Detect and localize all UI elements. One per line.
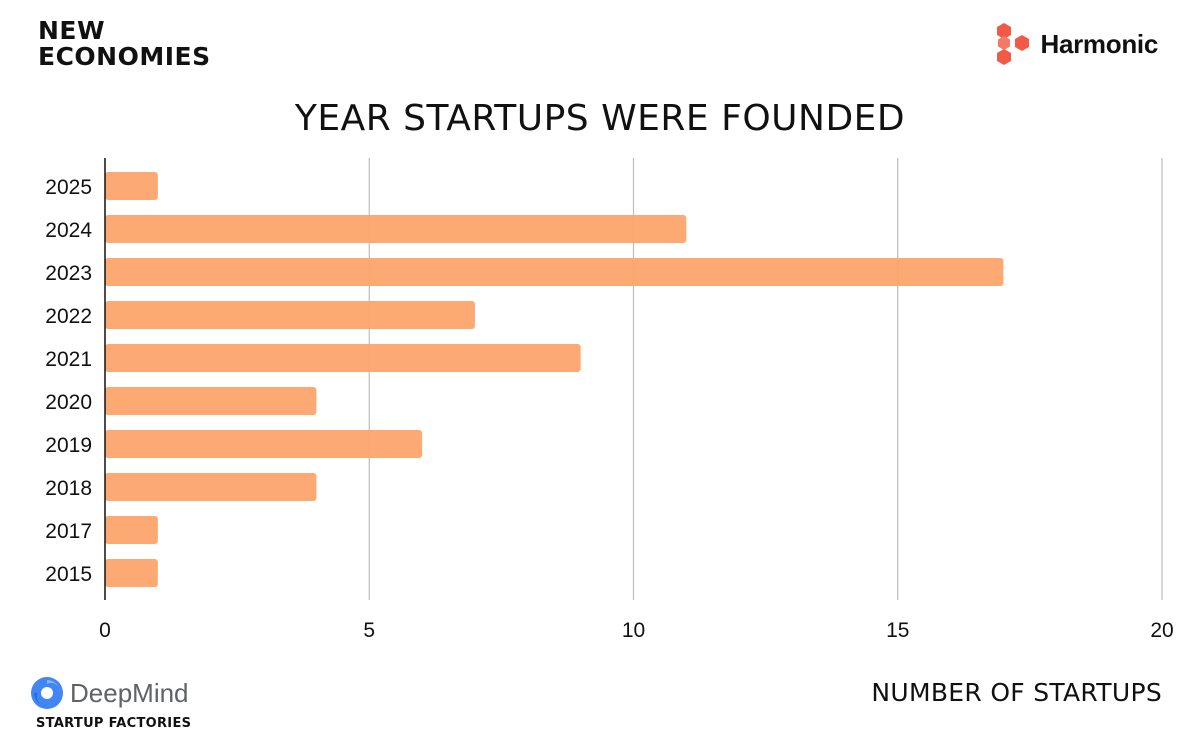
x-tick-label: 10 (622, 619, 645, 642)
new-economies-logo: NEW ECONOMIES (38, 18, 211, 70)
bar (105, 215, 687, 243)
bar (105, 516, 158, 544)
y-tick-label: 2018 (45, 477, 92, 500)
deepmind-logo-text: DeepMind (70, 677, 189, 708)
bar (105, 344, 581, 372)
brand-line-2: ECONOMIES (38, 42, 211, 71)
hexagon-cluster-icon (997, 23, 1030, 65)
x-tick-label: 0 (99, 619, 111, 642)
bar (105, 430, 423, 458)
y-tick-label: 2015 (45, 563, 92, 586)
y-tick-label: 2021 (45, 348, 92, 371)
chart-title: YEAR STARTUPS WERE FOUNDED (294, 98, 906, 139)
y-tick-label: 2019 (45, 434, 92, 457)
bar (105, 559, 158, 587)
bar (105, 387, 317, 415)
y-tick-label: 2020 (45, 391, 92, 414)
y-tick-label: 2024 (45, 219, 92, 242)
brand-line-1: NEW (38, 16, 106, 45)
x-tick-label: 15 (886, 619, 909, 642)
deepmind-logo: DeepMind (30, 676, 189, 710)
y-tick-label: 2022 (45, 305, 92, 328)
deepmind-swirl-icon (31, 677, 63, 709)
bar (105, 473, 317, 501)
bar (105, 258, 1004, 286)
bar (105, 172, 158, 200)
y-tick-label: 2025 (45, 176, 92, 199)
x-tick-label: 20 (1150, 619, 1173, 642)
harmonic-logo-text: Harmonic (1040, 28, 1158, 59)
y-tick-label: 2017 (45, 520, 92, 543)
x-axis-label: NUMBER OF STARTUPS (871, 678, 1162, 707)
harmonic-logo: Harmonic (994, 22, 1158, 66)
bar (105, 301, 475, 329)
y-tick-label: 2023 (45, 262, 92, 285)
x-tick-label: 5 (363, 619, 375, 642)
startup-factories-label: STARTUP FACTORIES (36, 716, 192, 731)
